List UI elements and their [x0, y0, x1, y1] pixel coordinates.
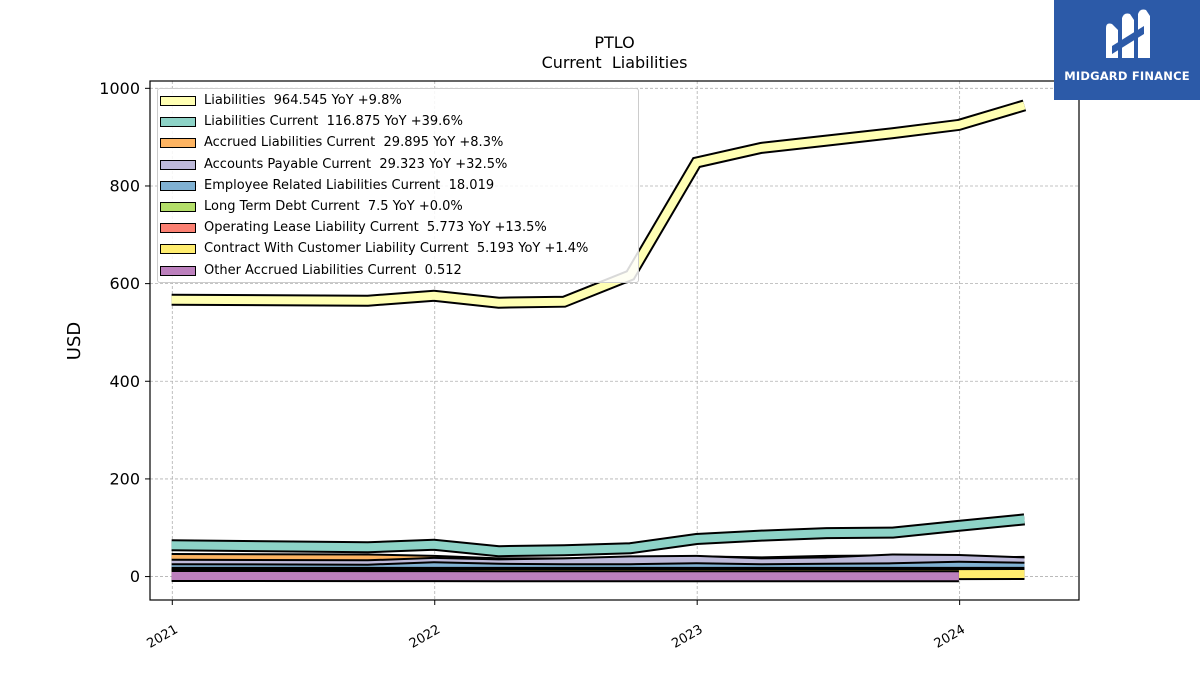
x-tick-label: 2021: [144, 622, 180, 652]
legend-item: Operating Lease Liability Current 5.773 …: [158, 218, 638, 239]
legend-label: Contract With Customer Liability Current…: [204, 241, 589, 257]
legend-swatch: [160, 159, 196, 170]
logo: MIDGARD FINANCE: [1054, 0, 1200, 100]
y-tick-label: 1000: [99, 79, 140, 98]
legend-item: Accounts Payable Current 29.323 YoY +32.…: [158, 155, 638, 176]
legend-swatch: [160, 117, 196, 128]
series-line-0: [171, 101, 1026, 307]
legend-item: Contract With Customer Liability Current…: [158, 239, 638, 260]
y-tick-label: 800: [109, 176, 140, 195]
legend-label: Employee Related Liabilities Current 18.…: [204, 177, 495, 193]
series-line-1: [171, 515, 1025, 556]
legend-swatch: [160, 202, 196, 212]
y-tick-label: 600: [109, 274, 140, 293]
series-layer: [171, 99, 1027, 583]
legend-label: Accounts Payable Current 29.323 YoY +32.…: [204, 156, 508, 172]
legend-swatch: [160, 138, 196, 149]
y-tick-label: 400: [109, 372, 140, 391]
legend-label: Other Accrued Liabilities Current 0.512: [204, 262, 462, 278]
legend-label: Liabilities 964.545 YoY +9.8%: [204, 93, 402, 108]
y-tick-label: 200: [109, 469, 140, 488]
legend-item: Long Term Debt Current 7.5 YoY +0.0%: [158, 197, 638, 218]
legend-item: Other Accrued Liabilities Current 0.512: [158, 261, 638, 282]
legend-swatch: [160, 96, 196, 106]
legend-label: Liabilities Current 116.875 YoY +39.6%: [204, 114, 463, 130]
legend-swatch: [160, 180, 196, 191]
legend: Liabilities 964.545 YoY +9.8% Liabilities…: [157, 88, 639, 283]
legend-item: Liabilities Current 116.875 YoY +39.6%: [158, 112, 638, 133]
x-tick-label: 2024: [932, 622, 968, 652]
legend-swatch: [160, 265, 196, 276]
legend-label: Accrued Liabilities Current 29.895 YoY +…: [204, 135, 504, 151]
x-tick-label: 2022: [407, 622, 443, 652]
legend-label: Long Term Debt Current 7.5 YoY +0.0%: [204, 199, 463, 214]
series-0: [171, 99, 1027, 309]
chart-title: PTLO: [594, 33, 634, 52]
y-axis-label: USD: [64, 322, 85, 360]
logo-text: MIDGARD FINANCE: [1064, 69, 1190, 83]
legend-item: Accrued Liabilities Current 29.895 YoY +…: [158, 133, 638, 154]
x-tick-label: 2023: [669, 622, 705, 652]
y-tick-label: 0: [130, 567, 140, 586]
legend-item: Employee Related Liabilities Current 18.…: [158, 176, 638, 197]
chart-subtitle: Current Liabilities: [542, 53, 688, 72]
legend-item: Liabilities 964.545 YoY +9.8%: [158, 91, 638, 112]
series-1: [171, 513, 1025, 558]
plot-frame: [149, 80, 1080, 601]
legend-swatch: [160, 223, 196, 234]
legend-swatch: [160, 244, 196, 255]
legend-label: Operating Lease Liability Current 5.773 …: [204, 220, 547, 236]
logo-mark-icon: [1106, 9, 1150, 58]
